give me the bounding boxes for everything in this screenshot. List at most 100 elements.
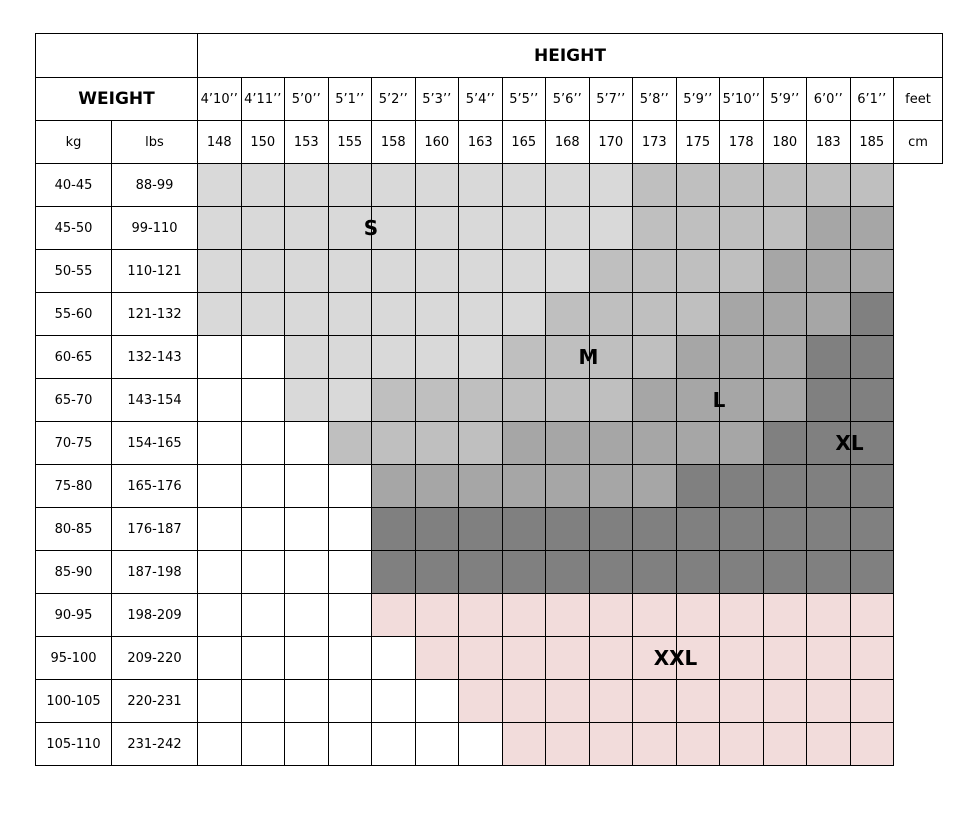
size-cell — [806, 507, 851, 551]
size-cell — [762, 249, 807, 293]
size-cell — [458, 722, 503, 766]
size-cell — [284, 249, 329, 293]
size-cell — [849, 335, 894, 379]
size-cell — [588, 464, 633, 508]
size-cell — [284, 292, 329, 336]
feet-header: 5’4’’ — [458, 77, 503, 121]
size-cell — [414, 507, 459, 551]
size-cell — [545, 163, 590, 207]
size-cell — [719, 593, 764, 637]
size-cell — [240, 206, 285, 250]
size-cell — [458, 550, 503, 594]
cm-header: 175 — [675, 120, 720, 164]
size-cell — [588, 206, 633, 250]
kg-cell: 70-75 — [35, 421, 112, 465]
size-cell — [849, 163, 894, 207]
size-cell — [284, 722, 329, 766]
size-cell — [371, 163, 416, 207]
size-cell — [458, 507, 503, 551]
size-cell — [501, 679, 546, 723]
size-cell — [849, 249, 894, 293]
feet-header: 5’10’’ — [719, 77, 764, 121]
size-cell — [762, 679, 807, 723]
size-cell — [719, 464, 764, 508]
feet-header: 5’8’’ — [632, 77, 677, 121]
feet-header: 5’7’’ — [588, 77, 633, 121]
feet-header: 5’1’’ — [327, 77, 372, 121]
size-cell — [501, 636, 546, 680]
size-cell — [240, 464, 285, 508]
lbs-cell: 220-231 — [111, 679, 198, 723]
size-cell — [284, 679, 329, 723]
cm-header: 168 — [545, 120, 590, 164]
height-title: HEIGHT — [197, 33, 943, 78]
size-cell — [762, 593, 807, 637]
size-cell — [545, 292, 590, 336]
size-cell — [762, 550, 807, 594]
feet-header: 4’11’’ — [240, 77, 285, 121]
size-cell — [414, 421, 459, 465]
size-cell — [458, 464, 503, 508]
size-cell — [371, 292, 416, 336]
kg-unit: kg — [35, 120, 112, 164]
cm-header: 165 — [501, 120, 546, 164]
size-label: M — [578, 344, 599, 369]
size-cell — [545, 550, 590, 594]
feet-unit: feet — [893, 77, 943, 121]
size-cell — [806, 163, 851, 207]
size-cell — [327, 163, 372, 207]
size-cell — [675, 722, 720, 766]
kg-cell: 60-65 — [35, 335, 112, 379]
size-cell — [458, 249, 503, 293]
size-cell — [849, 550, 894, 594]
size-cell — [414, 163, 459, 207]
kg-cell: 85-90 — [35, 550, 112, 594]
size-cell — [501, 421, 546, 465]
lbs-cell: 110-121 — [111, 249, 198, 293]
lbs-cell: 165-176 — [111, 464, 198, 508]
size-cell — [197, 550, 242, 594]
lbs-cell: 132-143 — [111, 335, 198, 379]
size-cell — [762, 206, 807, 250]
size-cell — [284, 593, 329, 637]
size-cell — [632, 464, 677, 508]
size-cell — [588, 679, 633, 723]
size-cell — [762, 335, 807, 379]
size-label: XL — [835, 430, 864, 455]
cm-unit: cm — [893, 120, 943, 164]
cm-header: 158 — [371, 120, 416, 164]
lbs-cell: 121-132 — [111, 292, 198, 336]
size-cell — [458, 593, 503, 637]
size-cell — [675, 593, 720, 637]
size-cell — [675, 249, 720, 293]
size-cell — [501, 335, 546, 379]
size-cell — [414, 378, 459, 422]
size-cell — [327, 636, 372, 680]
size-cell — [675, 464, 720, 508]
size-cell — [806, 335, 851, 379]
size-cell — [849, 722, 894, 766]
size-cell — [371, 550, 416, 594]
size-cell — [675, 507, 720, 551]
size-cell — [197, 292, 242, 336]
size-cell — [762, 292, 807, 336]
size-cell — [545, 378, 590, 422]
size-cell — [632, 378, 677, 422]
size-cell — [849, 464, 894, 508]
size-cell — [501, 163, 546, 207]
size-cell — [501, 722, 546, 766]
size-cell — [197, 593, 242, 637]
size-cell — [762, 421, 807, 465]
size-cell — [545, 249, 590, 293]
size-cell — [327, 593, 372, 637]
size-cell — [458, 206, 503, 250]
size-cell — [197, 335, 242, 379]
size-cell — [414, 335, 459, 379]
size-cell — [588, 292, 633, 336]
size-cell — [545, 593, 590, 637]
size-cell — [414, 722, 459, 766]
size-cell — [849, 679, 894, 723]
size-cell — [806, 464, 851, 508]
size-cell — [414, 249, 459, 293]
kg-cell: 50-55 — [35, 249, 112, 293]
